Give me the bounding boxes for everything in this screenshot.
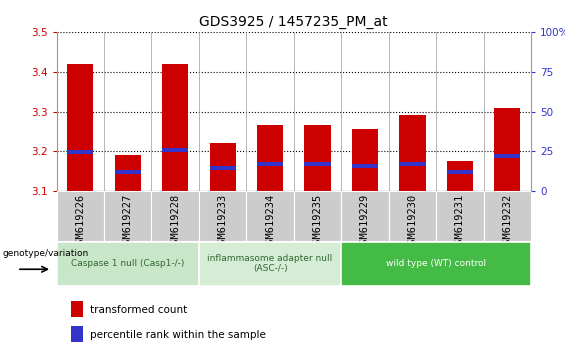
Text: GSM619232: GSM619232 — [502, 194, 512, 250]
Text: inflammasome adapter null
(ASC-/-): inflammasome adapter null (ASC-/-) — [207, 254, 333, 273]
Text: wild type (WT) control: wild type (WT) control — [386, 259, 486, 268]
Bar — [257, 125, 283, 191]
Text: percentile rank within the sample: percentile rank within the sample — [90, 330, 266, 339]
Bar — [162, 148, 188, 152]
Text: GSM619230: GSM619230 — [407, 194, 418, 250]
Bar — [484, 191, 531, 241]
Bar — [447, 161, 473, 191]
Bar — [71, 301, 82, 317]
Bar — [115, 170, 141, 174]
Title: GDS3925 / 1457235_PM_at: GDS3925 / 1457235_PM_at — [199, 16, 388, 29]
Bar — [257, 162, 283, 166]
Bar — [210, 143, 236, 191]
Bar — [56, 242, 199, 286]
Bar — [399, 162, 425, 166]
Text: GSM619234: GSM619234 — [265, 194, 275, 250]
Bar — [494, 154, 520, 158]
Bar — [389, 191, 436, 241]
Bar — [494, 108, 520, 191]
Bar — [151, 191, 199, 241]
Bar — [210, 166, 236, 170]
Text: GSM619233: GSM619233 — [218, 194, 228, 250]
Bar — [341, 242, 531, 286]
Bar — [56, 191, 104, 241]
Text: GSM619235: GSM619235 — [312, 194, 323, 250]
Bar — [352, 164, 378, 168]
Text: GSM619231: GSM619231 — [455, 194, 465, 250]
Bar — [294, 191, 341, 241]
Text: transformed count: transformed count — [90, 305, 187, 315]
Bar — [67, 150, 93, 154]
Text: Caspase 1 null (Casp1-/-): Caspase 1 null (Casp1-/-) — [71, 259, 184, 268]
Bar — [447, 170, 473, 174]
Bar — [305, 125, 331, 191]
Bar — [199, 191, 246, 241]
Text: GSM619229: GSM619229 — [360, 194, 370, 250]
Bar — [115, 155, 141, 191]
Bar — [246, 191, 294, 241]
Bar — [341, 191, 389, 241]
Bar — [162, 64, 188, 191]
Text: GSM619228: GSM619228 — [170, 194, 180, 250]
Bar — [305, 162, 331, 166]
Text: GSM619227: GSM619227 — [123, 194, 133, 250]
Bar — [436, 191, 484, 241]
Bar — [352, 130, 378, 191]
Bar — [399, 115, 425, 191]
Bar — [199, 242, 341, 286]
Bar — [104, 191, 151, 241]
Bar — [71, 326, 82, 342]
Text: genotype/variation: genotype/variation — [3, 249, 89, 258]
Text: GSM619226: GSM619226 — [75, 194, 85, 250]
Bar — [67, 64, 93, 191]
